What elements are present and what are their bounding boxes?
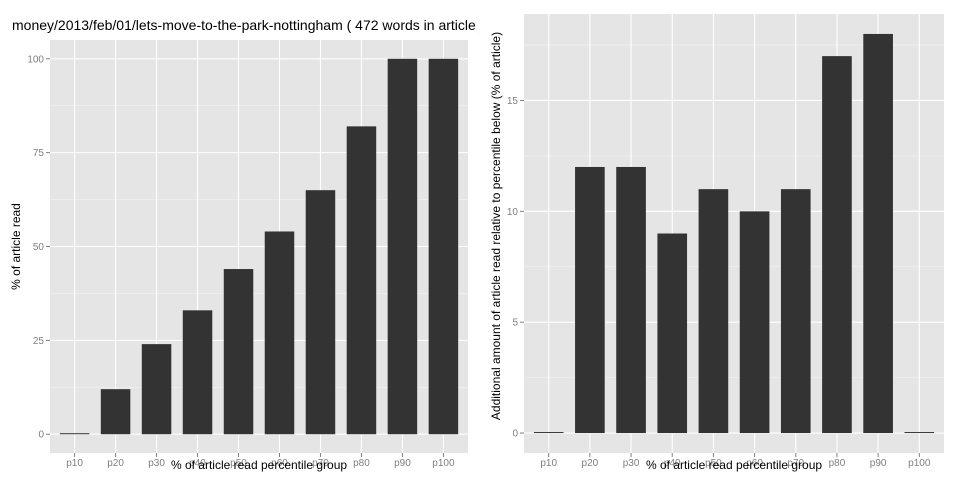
x-tick-label: p90 [394,458,411,469]
y-tick-label: 75 [33,148,45,159]
x-tick-label: p80 [829,458,846,469]
y-axis: 0 5 10 15 [507,96,524,440]
x-axis-label: % of article read percentile group [171,458,347,472]
bar [904,432,935,434]
bar [59,433,90,435]
x-tick-label: p20 [107,458,124,469]
chart-right: 0 5 10 15 p10 p20 p30 p40 p50 p60 p70 p80 p90 p100 %… [489,14,944,472]
x-axis-label: % of article read percentile group [646,458,822,472]
y-tick-label: 0 [38,430,44,441]
y-axis-label: Additional amount of article read relati… [489,32,503,420]
x-tick-label: p50 [705,458,722,469]
x-axis: p10 p20 p30 p40 p50 p60 p70 p80 p90 p100 [66,453,455,469]
chart-left: money/2013/feb/01/lets-move-to-the-park-… [9,17,484,472]
y-axis: 0 25 50 75 100 [27,54,50,441]
x-tick-label: p60 [746,458,763,469]
bar [387,58,418,435]
y-tick-label: 5 [512,318,518,329]
x-tick-label: p90 [870,458,887,469]
bar [305,190,336,435]
x-axis: p10 p20 p30 p40 p50 p60 p70 p80 p90 p100 [540,453,931,469]
x-tick-label: p50 [230,458,247,469]
bar [739,211,770,434]
x-tick-label: p70 [312,458,329,469]
x-tick-label: p100 [432,458,455,469]
bar [616,166,646,434]
y-tick-label: 15 [507,96,519,107]
bar [346,126,377,435]
bar [533,432,564,434]
y-axis-label: % of article read [9,203,23,290]
bar [100,389,131,435]
y-tick-label: 10 [507,207,519,218]
y-tick-label: 25 [33,336,45,347]
y-tick-label: 100 [27,54,44,65]
x-tick-label: p30 [148,458,165,469]
bar [141,344,172,435]
bar [428,58,459,435]
y-tick-label: 0 [512,429,518,440]
bar [698,189,729,434]
x-tick-label: p80 [353,458,370,469]
y-tick-label: 50 [33,242,45,253]
bars [533,33,935,434]
bar [863,33,893,434]
x-tick-label: p100 [908,458,931,469]
bars [59,58,459,435]
x-tick-label: p20 [582,458,599,469]
x-tick-label: p30 [623,458,640,469]
x-tick-label: p10 [540,458,557,469]
bar [575,166,605,434]
x-tick-label: p60 [271,458,288,469]
bar [182,310,213,435]
bar [223,269,254,435]
chart-title: money/2013/feb/01/lets-move-to-the-park-… [12,17,484,33]
x-tick-label: p40 [189,458,206,469]
bar [822,56,852,434]
x-tick-label: p70 [787,458,804,469]
bar [780,189,811,434]
bar [657,233,688,434]
x-tick-label: p40 [664,458,681,469]
bar [264,231,295,435]
x-tick-label: p10 [66,458,83,469]
